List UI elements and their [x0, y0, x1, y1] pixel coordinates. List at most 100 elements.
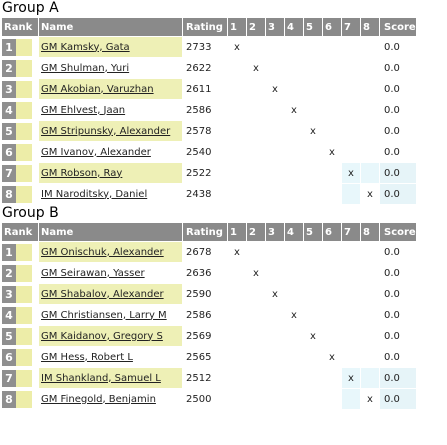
round-cell: x — [253, 267, 259, 279]
round-cell — [266, 37, 284, 57]
round-cell — [266, 326, 284, 346]
header-round: 6 — [323, 18, 341, 36]
round-cell — [228, 284, 246, 304]
rank-marker — [16, 122, 32, 140]
rank-number: 5 — [2, 122, 16, 140]
player-rating: 2622 — [186, 62, 212, 74]
player-name-link[interactable]: GM Shulman, Yuri — [41, 62, 130, 74]
round-cell — [228, 263, 246, 283]
player-name-link[interactable]: GM Seirawan, Yasser — [41, 267, 145, 279]
player-name-cell: GM Shulman, Yuri — [39, 58, 182, 78]
player-name-cell: GM Seirawan, Yasser — [39, 263, 182, 283]
table-row: 3 GM Shabalov, Alexander 2590 x 0.0 — [2, 284, 416, 304]
player-name-link[interactable]: GM Kamsky, Gata — [41, 41, 130, 53]
player-rating: 2590 — [186, 288, 212, 300]
round-cell — [266, 242, 284, 262]
crosstable: Rank Name Rating 1 2 3 4 5 6 7 8 Score 1 GM Kamsky, G… — [1, 17, 417, 205]
rank-marker — [16, 38, 32, 56]
round-cell: x — [234, 41, 240, 53]
player-name-link[interactable]: IM Shankland, Samuel L — [41, 372, 161, 384]
round-cell — [323, 163, 341, 183]
player-name-link[interactable]: GM Onischuk, Alexander — [41, 246, 164, 258]
round-cell — [228, 368, 246, 388]
player-name-cell: GM Robson, Ray — [39, 163, 182, 183]
rank-number: 1 — [2, 38, 16, 56]
player-name-link[interactable]: GM Robson, Ray — [41, 167, 123, 179]
round-cell — [361, 284, 379, 304]
round-cell — [342, 37, 360, 57]
rank-cell: 3 — [2, 284, 38, 304]
header-rating: Rating — [183, 18, 227, 36]
round-cell — [342, 263, 360, 283]
player-name-link[interactable]: GM Kaidanov, Gregory S — [41, 330, 163, 342]
player-name-link[interactable]: GM Finegold, Benjamin — [41, 393, 156, 405]
table-row: 1 GM Kamsky, Gata 2733 x 0.0 — [2, 37, 416, 57]
header-round: 5 — [304, 18, 322, 36]
round-cell — [266, 347, 284, 367]
rank-marker — [16, 243, 32, 261]
player-name-link[interactable]: IM Naroditsky, Daniel — [41, 188, 148, 200]
header-round: 4 — [285, 223, 303, 241]
rank-marker — [16, 185, 32, 203]
round-cell — [361, 305, 379, 325]
round-cell — [247, 368, 265, 388]
round-cell — [247, 163, 265, 183]
rank-cell: 2 — [2, 263, 38, 283]
table-row: 8 GM Finegold, Benjamin 2500 x 0.0 — [2, 389, 416, 409]
round-cell — [247, 142, 265, 162]
player-name-link[interactable]: GM Christiansen, Larry M — [41, 309, 167, 321]
header-round: 2 — [247, 223, 265, 241]
round-cell — [323, 368, 341, 388]
round-cell — [285, 284, 303, 304]
round-cell — [266, 121, 284, 141]
rank-cell: 2 — [2, 58, 38, 78]
player-score: 0.0 — [384, 125, 400, 137]
table-row: 3 GM Akobian, Varuzhan 2611 x 0.0 — [2, 79, 416, 99]
player-name-link[interactable]: GM Hess, Robert L — [41, 351, 133, 363]
header-round: 3 — [266, 223, 284, 241]
rank-cell: 5 — [2, 121, 38, 141]
player-score: 0.0 — [380, 368, 416, 388]
player-name-link[interactable]: GM Ehlvest, Jaan — [41, 104, 126, 116]
player-name-cell: GM Finegold, Benjamin — [39, 389, 182, 409]
header-round: 4 — [285, 18, 303, 36]
round-cell — [304, 242, 322, 262]
round-cell — [285, 184, 303, 204]
rank-marker — [16, 327, 32, 345]
player-rating: 2586 — [186, 104, 212, 116]
round-cell — [323, 389, 341, 409]
round-cell — [304, 305, 322, 325]
table-row: 1 GM Onischuk, Alexander 2678 x 0.0 — [2, 242, 416, 262]
round-cell — [361, 58, 379, 78]
player-name-link[interactable]: GM Stripunsky, Alexander — [41, 125, 171, 137]
player-name-cell: IM Shankland, Samuel L — [39, 368, 182, 388]
header-round: 3 — [266, 18, 284, 36]
player-rating: 2438 — [186, 188, 212, 200]
table-row: 5 GM Kaidanov, Gregory S 2569 x 0.0 — [2, 326, 416, 346]
rank-cell: 7 — [2, 368, 38, 388]
table-row: 7 GM Robson, Ray 2522 x 0.0 — [2, 163, 416, 183]
round-cell — [266, 368, 284, 388]
player-name-link[interactable]: GM Ivanov, Alexander — [41, 146, 151, 158]
round-cell — [228, 121, 246, 141]
round-cell — [361, 121, 379, 141]
round-cell — [323, 100, 341, 120]
rank-number: 4 — [2, 306, 16, 324]
player-score: 0.0 — [384, 351, 400, 363]
round-cell — [342, 326, 360, 346]
player-name-link[interactable]: GM Shabalov, Alexander — [41, 288, 164, 300]
player-name-cell: GM Ehlvest, Jaan — [39, 100, 182, 120]
player-score: 0.0 — [384, 146, 400, 158]
table-row: 4 GM Ehlvest, Jaan 2586 x 0.0 — [2, 100, 416, 120]
rank-cell: 4 — [2, 100, 38, 120]
round-cell — [323, 263, 341, 283]
round-cell — [361, 163, 379, 183]
round-cell — [304, 79, 322, 99]
player-rating: 2678 — [186, 246, 212, 258]
round-cell — [285, 79, 303, 99]
player-name-link[interactable]: GM Akobian, Varuzhan — [41, 83, 154, 95]
header-row: Rank Name Rating 1 2 3 4 5 6 7 8 Score — [2, 223, 416, 241]
player-score: 0.0 — [384, 104, 400, 116]
rank-cell: 8 — [2, 389, 38, 409]
rank-marker — [16, 264, 32, 282]
